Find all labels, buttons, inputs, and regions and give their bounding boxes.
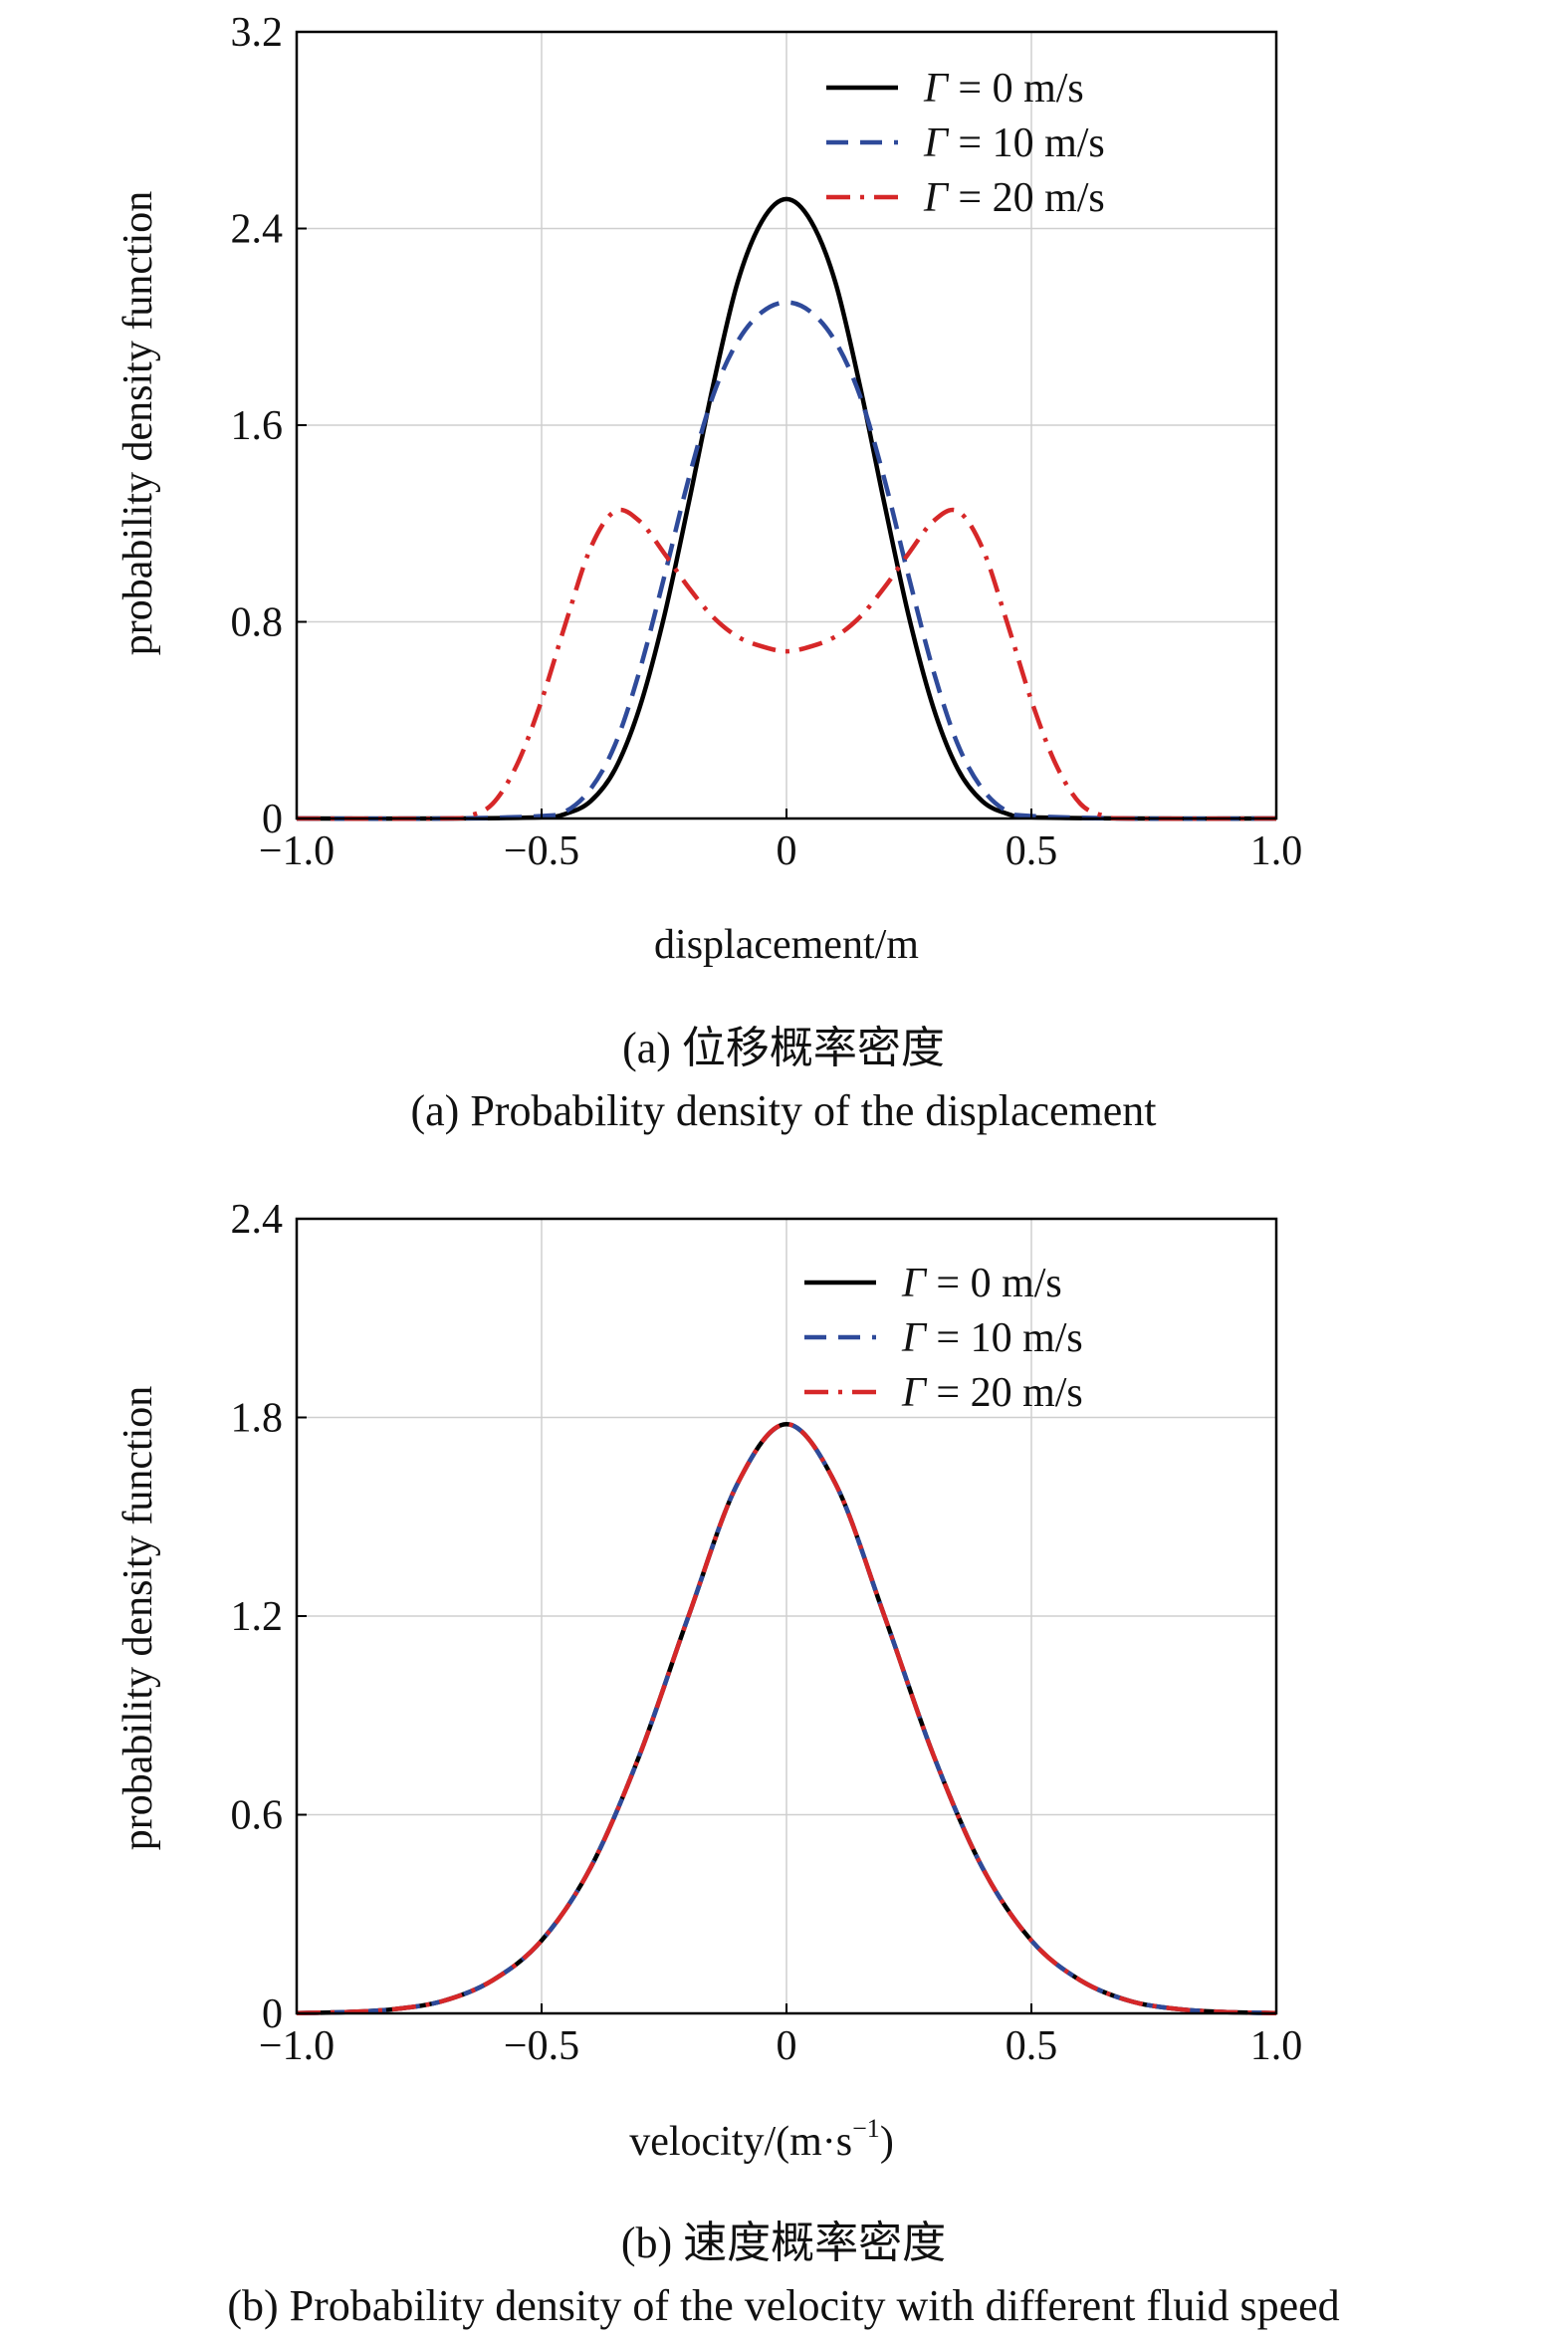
panel-a-x-tick-label: 0 [777, 828, 797, 874]
panel-a-series-2-line [296, 507, 1277, 821]
panel-a-x-ticks: −1.0 −0.5 0 0.5 1.0 [259, 809, 1302, 874]
panel-b-y-tick-label: 1.2 [231, 1594, 284, 1640]
panel-a-grid [296, 31, 1277, 819]
panel-a-x-tick-label: −0.5 [504, 828, 579, 874]
panel-b-x-tick-label: −0.5 [504, 2023, 579, 2069]
panel-b-x-tick-label: 1.0 [1250, 2023, 1303, 2069]
panel-b-grid [296, 1218, 1277, 2014]
panel-b-x-tick-label: 0 [777, 2023, 797, 2069]
panel-a-y-tick-label: 3.2 [231, 10, 284, 56]
panel-a-chart: −1.0 −0.5 0 0.5 1.0 0 0.8 1.6 2.4 3.2 displaceme… [115, 10, 1302, 1135]
panel-a-y-tick-label: 0.8 [231, 600, 284, 646]
panel-b-caption-cn: (b) 速度概率密度 [621, 2219, 946, 2267]
panel-b-y-tick-label: 1.8 [231, 1396, 284, 1442]
panel-a-y-tick-label: 1.6 [231, 403, 284, 449]
panel-b-y-ticks: 0 0.6 1.2 1.8 2.4 [231, 1197, 307, 2037]
panel-a-legend-label-1: Γ = 10 m/s [923, 120, 1105, 166]
panel-b-x-axis-label: velocity/(m·s−1) [629, 2114, 894, 2165]
panel-a-y-tick-label: 2.4 [231, 207, 284, 253]
panel-b-series-2-line [296, 1421, 1277, 2015]
panel-b-legend: Γ = 0 m/s Γ = 10 m/s Γ = 20 m/s [804, 1261, 1083, 1416]
panel-a-y-ticks: 0 0.8 1.6 2.4 3.2 [231, 10, 307, 842]
panel-a-x-tick-label: 0.5 [1006, 828, 1058, 874]
panel-a-x-tick-label: −1.0 [259, 828, 335, 874]
panel-b-x-axis-label-sup: −1 [852, 2114, 880, 2143]
panel-b-legend-label-1: Γ = 10 m/s [901, 1315, 1083, 1361]
panel-a-caption-en: (a) Probability density of the displacem… [410, 1086, 1156, 1135]
panel-b-x-tick-label: −1.0 [259, 2023, 335, 2069]
panel-b-legend-label-0: Γ = 0 m/s [901, 1261, 1062, 1306]
panel-a-y-tick-label: 0 [262, 797, 283, 842]
panel-b-chart: −1.0 −0.5 0 0.5 1.0 0 0.6 1.2 1.8 2.4 velocity/(… [115, 1197, 1340, 2330]
panel-a-x-tick-label: 1.0 [1250, 828, 1303, 874]
panel-b-y-axis-label: probability density function [115, 1386, 161, 1851]
panel-a-legend: Γ = 0 m/s Γ = 10 m/s Γ = 20 m/s [826, 66, 1105, 221]
panel-b-series [296, 1421, 1277, 2015]
panel-b-y-tick-label: 2.4 [231, 1197, 284, 1243]
panel-a-caption-cn: (a) 位移概率密度 [622, 1024, 945, 1072]
panel-a-legend-label-2: Γ = 20 m/s [923, 175, 1105, 221]
panel-b-caption-en: (b) Probability density of the velocity … [227, 2281, 1339, 2330]
panel-a-legend-label-0: Γ = 0 m/s [923, 66, 1084, 112]
panel-b-legend-label-2: Γ = 20 m/s [901, 1370, 1083, 1416]
panel-b-y-tick-label: 0 [262, 1991, 283, 2037]
panel-a-series-0-line [296, 196, 1277, 821]
panel-a-x-axis-label: displacement/m [654, 922, 919, 968]
panel-a-y-axis-label: probability density function [115, 191, 161, 656]
panel-a-series [296, 196, 1277, 821]
panel-b-x-tick-label: 0.5 [1006, 2023, 1058, 2069]
panel-b-y-tick-label: 0.6 [231, 1793, 284, 1839]
panel-b-x-ticks: −1.0 −0.5 0 0.5 1.0 [259, 2003, 1302, 2069]
